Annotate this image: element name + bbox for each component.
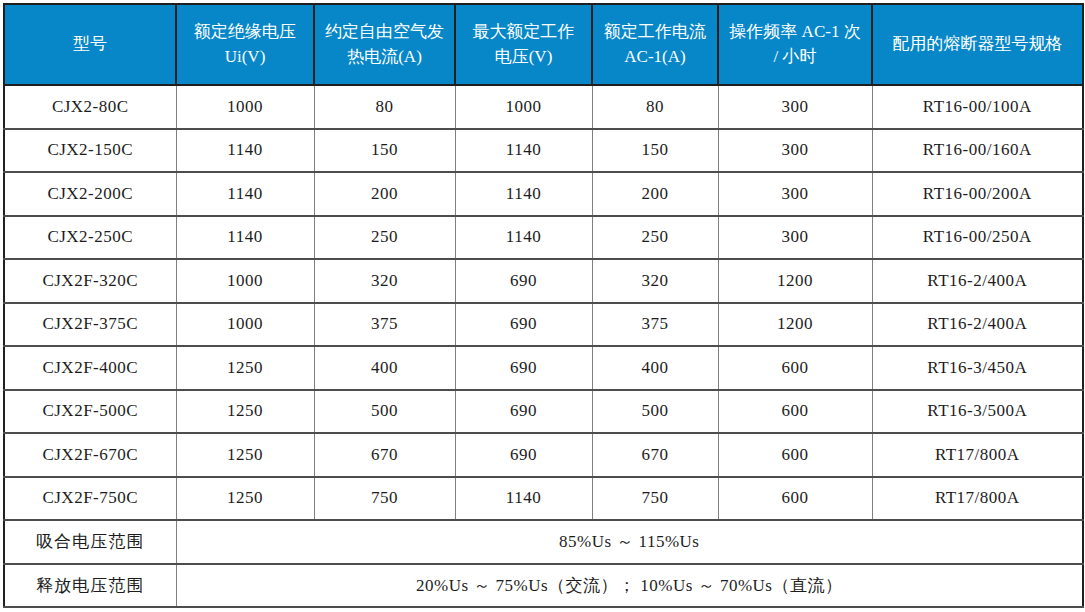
value-cell: 1140 (455, 172, 592, 216)
value-cell: 150 (314, 129, 455, 173)
value-cell: 375 (592, 303, 718, 347)
value-cell: 1000 (176, 303, 314, 347)
table-row: CJX2-150C 1140 150 1140 150 300 RT16-00/… (4, 129, 1083, 173)
fuse-cell: RT16-3/450A (872, 346, 1083, 390)
value-cell: 1140 (176, 129, 314, 173)
value-cell: 250 (314, 216, 455, 260)
table-row: CJX2-200C 1140 200 1140 200 300 RT16-00/… (4, 172, 1083, 216)
model-cell: CJX2-150C (4, 129, 176, 173)
value-cell: 250 (592, 216, 718, 260)
page: 型号 额定绝缘电压 Ui(V) 约定自由空气发热电流(A) 最大额定工作电压(V… (0, 0, 1085, 612)
model-cell: CJX2F-375C (4, 303, 176, 347)
release-voltage-range-value: 20%Us ～ 75%Us（交流）； 10%Us ～ 70%Us（直流） (176, 564, 1083, 608)
value-cell: 300 (718, 172, 872, 216)
fuse-cell: RT16-00/250A (872, 216, 1083, 260)
table-row: CJX2-250C 1140 250 1140 250 300 RT16-00/… (4, 216, 1083, 260)
value-cell: 400 (314, 346, 455, 390)
value-cell: 500 (314, 390, 455, 434)
value-cell: 80 (314, 85, 455, 129)
value-cell: 1200 (718, 303, 872, 347)
model-cell: CJX2F-670C (4, 433, 176, 477)
header-operating-frequency: 操作频率 AC-1 次 / 小时 (718, 4, 872, 85)
fuse-cell: RT16-2/400A (872, 303, 1083, 347)
model-cell: CJX2F-320C (4, 259, 176, 303)
value-cell: 200 (592, 172, 718, 216)
table-row: CJX2-80C 1000 80 1000 80 300 RT16-00/100… (4, 85, 1083, 129)
value-cell: 375 (314, 303, 455, 347)
value-cell: 150 (592, 129, 718, 173)
value-cell: 1200 (718, 259, 872, 303)
value-cell: 200 (314, 172, 455, 216)
value-cell: 1250 (176, 477, 314, 521)
value-cell: 1140 (455, 216, 592, 260)
value-cell: 670 (592, 433, 718, 477)
model-cell: CJX2-250C (4, 216, 176, 260)
value-cell: 690 (455, 433, 592, 477)
header-rated-operating-current: 额定工作电流 AC-1(A) (592, 4, 718, 85)
fuse-cell: RT16-3/500A (872, 390, 1083, 434)
value-cell: 1140 (455, 129, 592, 173)
value-cell: 1140 (176, 172, 314, 216)
pickup-voltage-range-label: 吸合电压范围 (4, 520, 176, 564)
value-cell: 320 (314, 259, 455, 303)
value-cell: 300 (718, 129, 872, 173)
table-row: CJX2F-400C 1250 400 690 400 600 RT16-3/4… (4, 346, 1083, 390)
value-cell: 400 (592, 346, 718, 390)
value-cell: 320 (592, 259, 718, 303)
model-cell: CJX2F-500C (4, 390, 176, 434)
value-cell: 300 (718, 85, 872, 129)
value-cell: 1000 (176, 85, 314, 129)
fuse-cell: RT16-2/400A (872, 259, 1083, 303)
model-cell: CJX2F-400C (4, 346, 176, 390)
value-cell: 300 (718, 216, 872, 260)
value-cell: 500 (592, 390, 718, 434)
contactor-spec-table: 型号 额定绝缘电压 Ui(V) 约定自由空气发热电流(A) 最大额定工作电压(V… (3, 3, 1084, 608)
value-cell: 1250 (176, 346, 314, 390)
pickup-voltage-range-value: 85%Us ～ 115%Us (176, 520, 1083, 564)
model-cell: CJX2-80C (4, 85, 176, 129)
model-cell: CJX2-200C (4, 172, 176, 216)
value-cell: 80 (592, 85, 718, 129)
header-matching-fuse-spec: 配用的熔断器型号规格 (872, 4, 1083, 85)
table-row: CJX2F-500C 1250 500 690 500 600 RT16-3/5… (4, 390, 1083, 434)
pickup-voltage-range-row: 吸合电压范围 85%Us ～ 115%Us (4, 520, 1083, 564)
release-voltage-range-label: 释放电压范围 (4, 564, 176, 608)
table-row: CJX2F-375C 1000 375 690 375 1200 RT16-2/… (4, 303, 1083, 347)
value-cell: 690 (455, 390, 592, 434)
fuse-cell: RT16-00/100A (872, 85, 1083, 129)
value-cell: 1000 (455, 85, 592, 129)
model-cell: CJX2F-750C (4, 477, 176, 521)
value-cell: 1250 (176, 433, 314, 477)
value-cell: 1250 (176, 390, 314, 434)
value-cell: 690 (455, 346, 592, 390)
header-conventional-free-air-thermal-current: 约定自由空气发热电流(A) (314, 4, 455, 85)
header-max-rated-operating-voltage: 最大额定工作电压(V) (455, 4, 592, 85)
value-cell: 600 (718, 346, 872, 390)
table-row: CJX2F-320C 1000 320 690 320 1200 RT16-2/… (4, 259, 1083, 303)
value-cell: 1000 (176, 259, 314, 303)
header-row: 型号 额定绝缘电压 Ui(V) 约定自由空气发热电流(A) 最大额定工作电压(V… (4, 4, 1083, 85)
value-cell: 600 (718, 390, 872, 434)
value-cell: 750 (314, 477, 455, 521)
value-cell: 670 (314, 433, 455, 477)
value-cell: 690 (455, 303, 592, 347)
value-cell: 600 (718, 433, 872, 477)
table-row: CJX2F-750C 1250 750 1140 750 600 RT17/80… (4, 477, 1083, 521)
release-voltage-range-row: 释放电压范围 20%Us ～ 75%Us（交流）； 10%Us ～ 70%Us（… (4, 564, 1083, 608)
value-cell: 600 (718, 477, 872, 521)
header-model: 型号 (4, 4, 176, 85)
fuse-cell: RT16-00/200A (872, 172, 1083, 216)
value-cell: 750 (592, 477, 718, 521)
header-rated-insulation-voltage: 额定绝缘电压 Ui(V) (176, 4, 314, 85)
value-cell: 1140 (455, 477, 592, 521)
fuse-cell: RT17/800A (872, 433, 1083, 477)
fuse-cell: RT16-00/160A (872, 129, 1083, 173)
value-cell: 1140 (176, 216, 314, 260)
fuse-cell: RT17/800A (872, 477, 1083, 521)
table-row: CJX2F-670C 1250 670 690 670 600 RT17/800… (4, 433, 1083, 477)
value-cell: 690 (455, 259, 592, 303)
